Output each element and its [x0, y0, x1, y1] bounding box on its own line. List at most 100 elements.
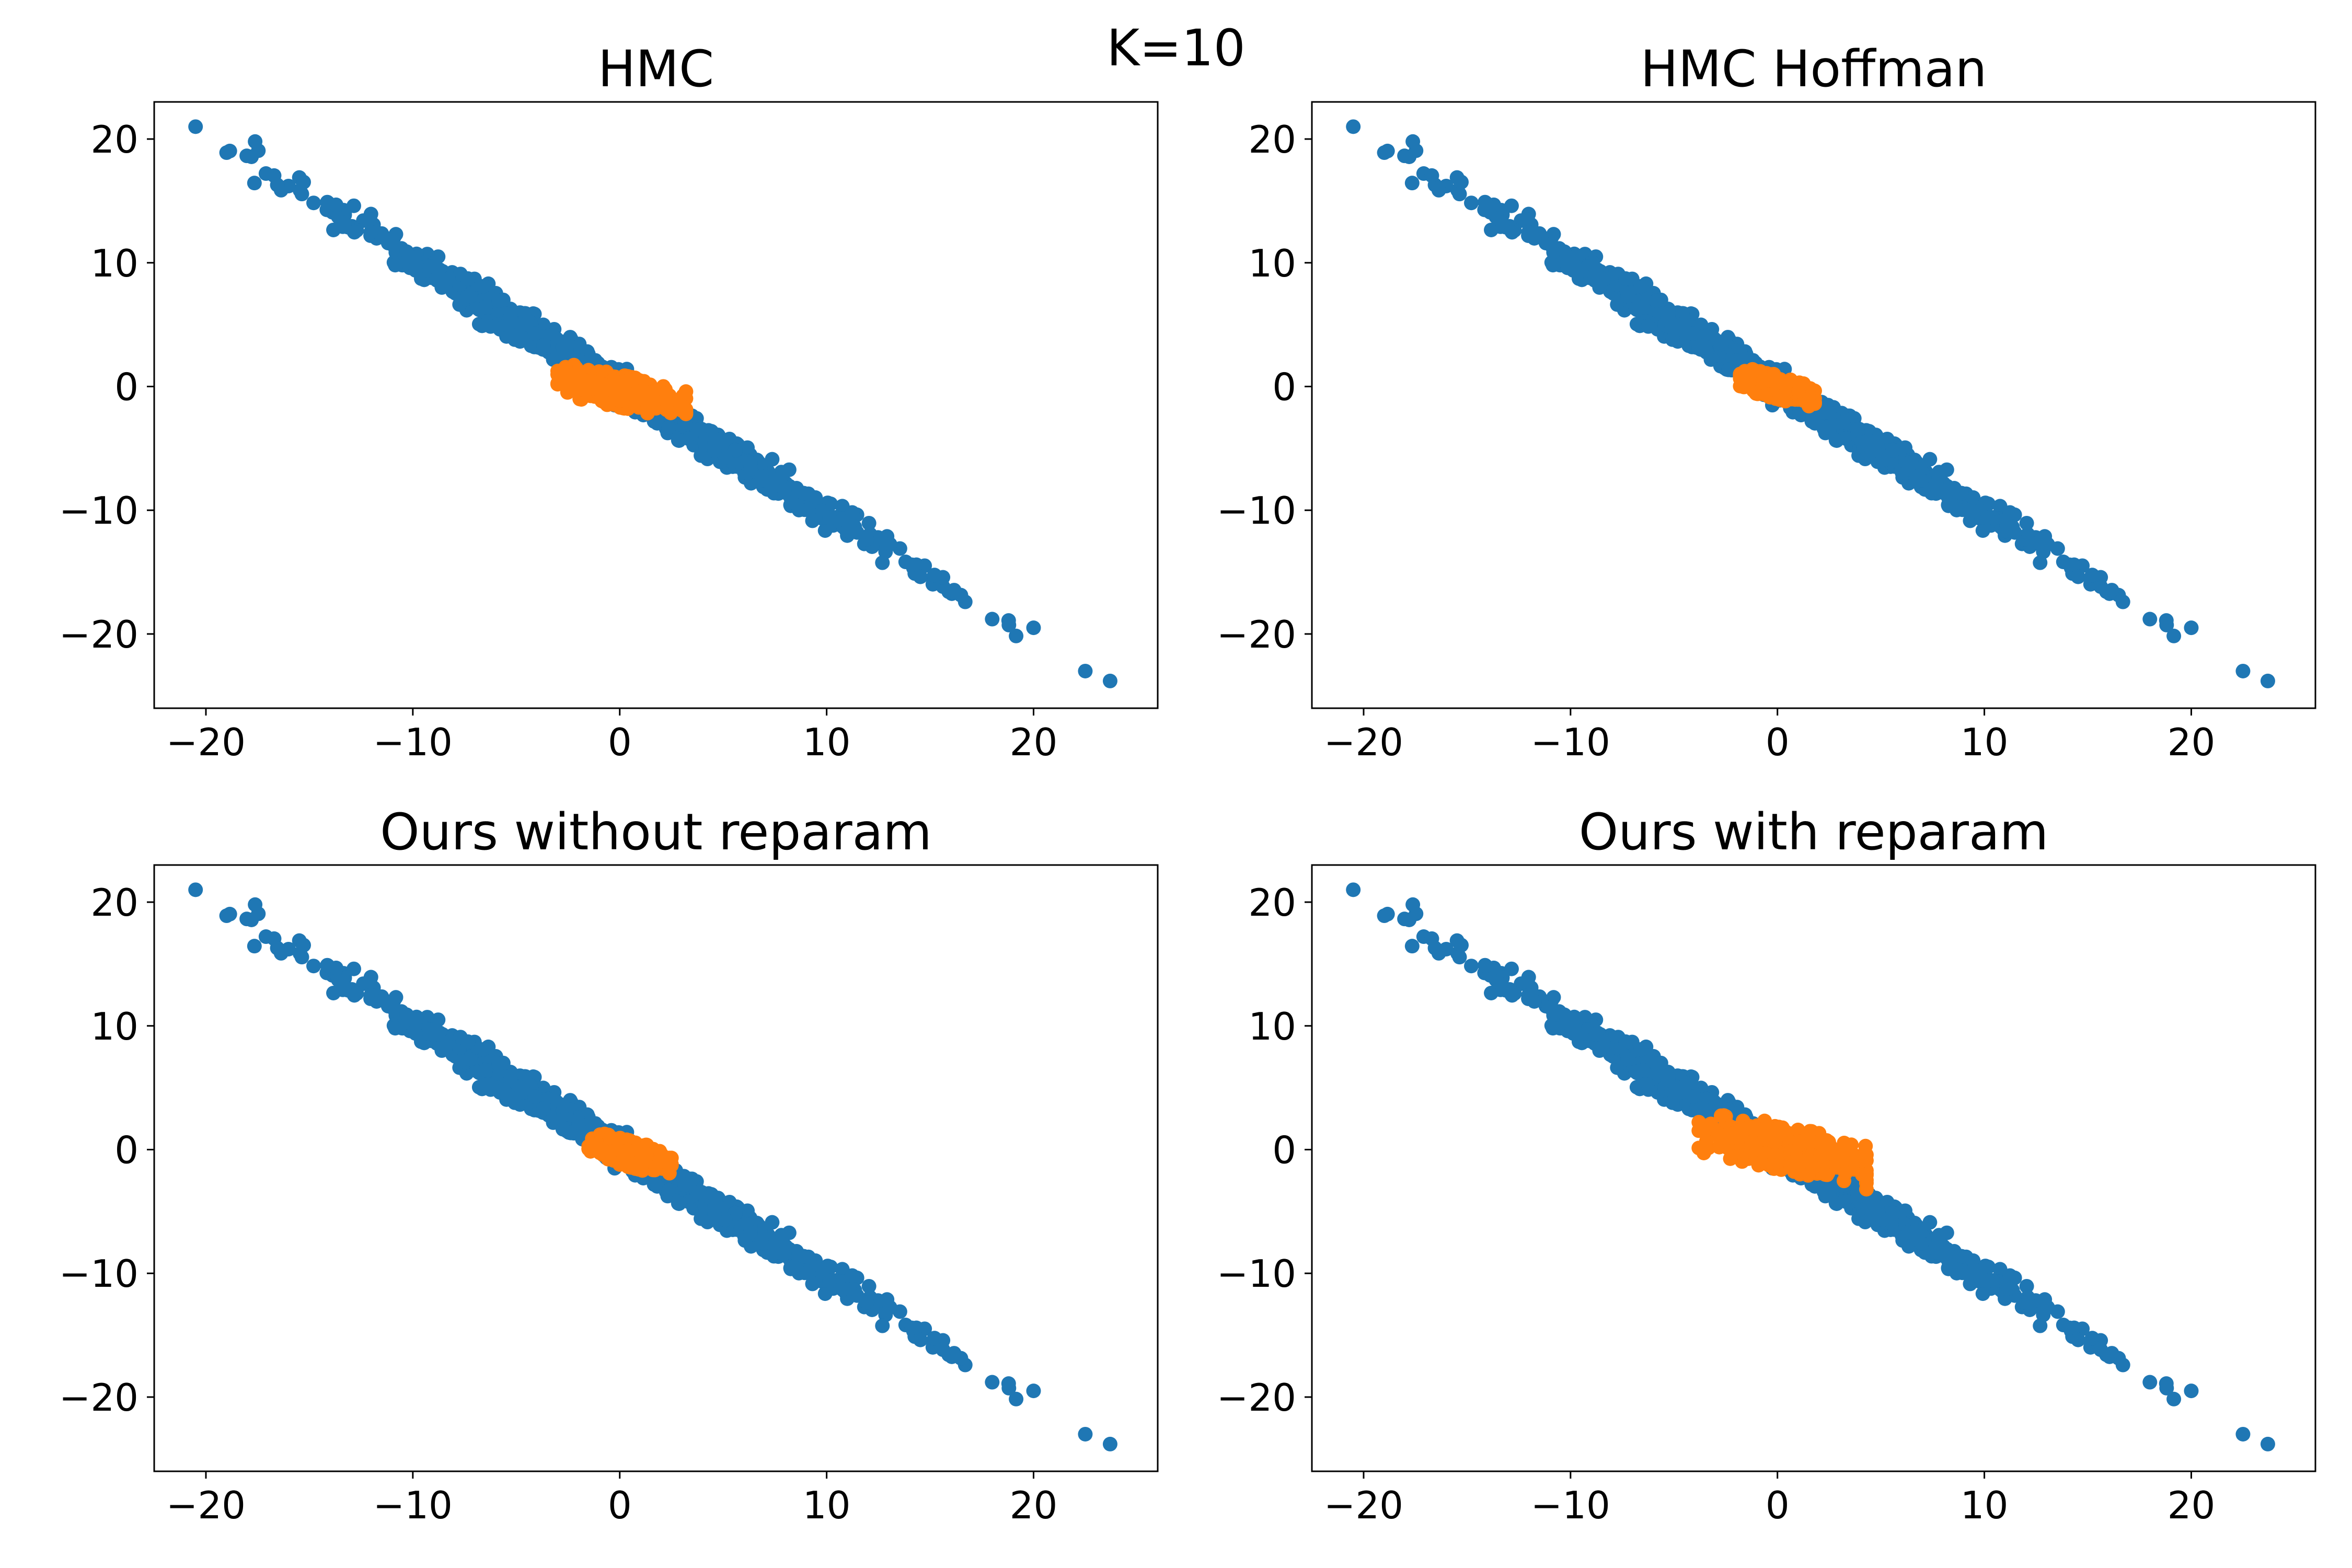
series-blue [1346, 882, 2275, 1451]
data-point [624, 1156, 639, 1171]
data-point [1521, 225, 1536, 240]
y-tick-label: −20 [59, 613, 139, 656]
data-point [927, 1331, 942, 1346]
data-point [536, 1101, 551, 1116]
x-tick-label: 10 [803, 720, 851, 764]
data-point [491, 293, 506, 308]
data-point [296, 175, 312, 190]
data-point [2166, 628, 2182, 643]
x-tick-label: −20 [1324, 720, 1403, 764]
data-point [483, 319, 498, 334]
data-point [2071, 569, 2086, 584]
data-point [1665, 332, 1680, 347]
data-point [650, 1179, 665, 1194]
x-tick-label: −10 [1531, 720, 1610, 764]
data-point [875, 555, 890, 570]
data-point [556, 1100, 571, 1115]
figure-title: K=10 [1106, 19, 1246, 77]
data-point [388, 258, 403, 273]
data-point [1454, 175, 1469, 190]
data-point [947, 1346, 962, 1361]
x-tick-label: 0 [1766, 720, 1790, 764]
data-point [2019, 1278, 2034, 1294]
data-point [707, 434, 722, 449]
data-point [408, 1026, 423, 1041]
x-tick-label: 10 [1961, 720, 2009, 764]
data-point [658, 390, 673, 406]
data-point [639, 1146, 654, 1161]
data-point [566, 371, 581, 386]
data-point [462, 1052, 477, 1067]
data-point [1633, 279, 1648, 294]
data-point [822, 1274, 837, 1289]
data-point [613, 1131, 628, 1146]
data-point [581, 1142, 596, 1157]
data-point [2159, 617, 2174, 632]
data-point [347, 225, 362, 240]
x-tick-label: 20 [1010, 1483, 1058, 1527]
data-point [337, 978, 352, 994]
data-point [904, 1320, 919, 1335]
data-point [363, 988, 378, 1003]
data-point [1001, 617, 1017, 632]
data-point [841, 518, 857, 533]
subplot-title: HMC [598, 40, 714, 98]
data-point [431, 264, 446, 279]
y-tick-label: −10 [1217, 489, 1296, 533]
data-point [1999, 518, 2014, 533]
data-point [536, 338, 551, 353]
data-point [1954, 486, 1969, 501]
y-tick-label: −10 [59, 489, 139, 533]
y-tick-label: 10 [90, 241, 139, 285]
y-tick-label: 10 [90, 1005, 139, 1048]
data-point [1661, 309, 1676, 325]
data-point [661, 420, 676, 435]
data-point [514, 317, 529, 332]
data-point [2104, 583, 2119, 598]
data-point [754, 469, 769, 484]
data-point [1911, 469, 1927, 484]
data-point [620, 1143, 635, 1158]
data-point [503, 309, 518, 325]
data-point [913, 569, 928, 584]
data-point [644, 388, 660, 403]
data-point [1672, 317, 1687, 332]
data-point [1424, 168, 1439, 183]
data-point [904, 557, 919, 572]
scatter-points [188, 119, 1117, 688]
data-point [476, 1042, 491, 1057]
data-point [388, 1021, 403, 1036]
data-point [388, 990, 403, 1005]
y-tick-label: −10 [59, 1252, 139, 1296]
data-point [1931, 470, 1946, 485]
data-point [1078, 1426, 1093, 1442]
data-point [478, 1063, 493, 1078]
data-point [491, 1056, 506, 1071]
data-point [822, 511, 837, 526]
x-tick-label: 0 [608, 1483, 632, 1527]
data-point [796, 486, 811, 501]
data-point [431, 1027, 446, 1042]
data-point [1464, 195, 1479, 211]
data-point [1546, 227, 1561, 242]
data-point [1649, 293, 1664, 308]
x-tick-label: −20 [166, 1483, 246, 1527]
x-tick-label: 0 [608, 720, 632, 764]
series-orange [1733, 362, 1822, 413]
data-point [2019, 515, 2034, 531]
data-point [362, 975, 377, 990]
data-point [478, 299, 493, 315]
data-point [743, 462, 758, 477]
plot-frame [153, 101, 1159, 709]
data-point [1980, 511, 1995, 526]
data-point [845, 505, 860, 520]
data-point [947, 583, 962, 598]
data-point [613, 393, 628, 408]
data-point [774, 1233, 789, 1248]
y-tick-label: −20 [1217, 613, 1296, 656]
data-point [927, 568, 942, 583]
data-point [1009, 628, 1024, 643]
data-point [777, 483, 792, 498]
